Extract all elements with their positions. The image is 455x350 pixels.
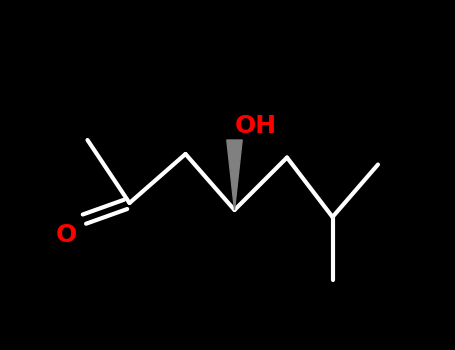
Text: O: O (56, 223, 77, 246)
Polygon shape (227, 140, 242, 210)
Text: OH: OH (234, 114, 277, 138)
